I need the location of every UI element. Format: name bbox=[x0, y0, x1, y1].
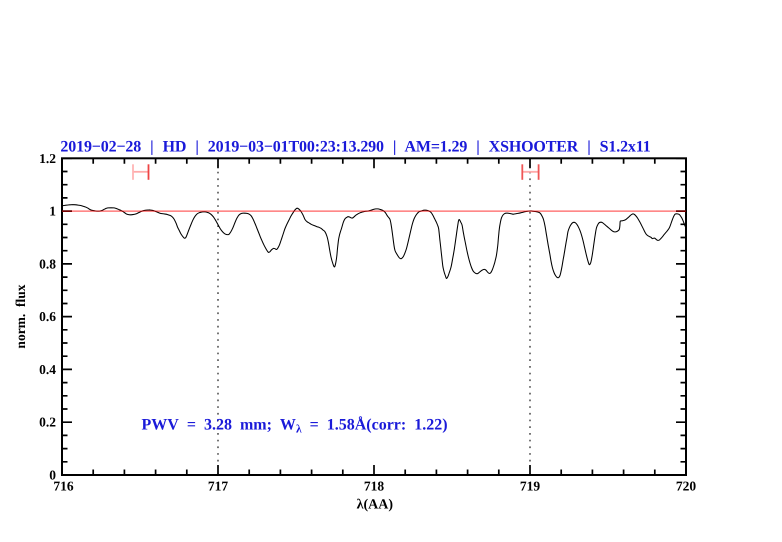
svg-text:719: 719 bbox=[520, 479, 541, 494]
svg-text:718: 718 bbox=[364, 479, 385, 494]
svg-text:norm. flux: norm. flux bbox=[13, 284, 28, 348]
svg-text:0.6: 0.6 bbox=[39, 309, 56, 324]
svg-text:1.2: 1.2 bbox=[39, 151, 56, 166]
svg-text:0.2: 0.2 bbox=[39, 415, 56, 430]
svg-text:0.8: 0.8 bbox=[39, 256, 56, 271]
svg-text:720: 720 bbox=[676, 479, 697, 494]
svg-text:PWV = 3.28 mm; Wλ = 1.58: PWV = 3.28 mm; Wλ = 1.58Å(corr: 1.22) bbox=[142, 415, 448, 435]
svg-text:1: 1 bbox=[49, 204, 56, 219]
svg-text:716: 716 bbox=[53, 479, 74, 494]
svg-text:0.4: 0.4 bbox=[39, 362, 56, 377]
svg-text:2019−02−28 | HD | 2019−03−01T0: 2019−02−28 | HD | 2019−03−01T00:23:13.29… bbox=[60, 139, 650, 156]
svg-text:0: 0 bbox=[49, 468, 56, 483]
svg-text:717: 717 bbox=[208, 479, 229, 494]
svg-text:λ(AA): λ(AA) bbox=[357, 498, 394, 513]
